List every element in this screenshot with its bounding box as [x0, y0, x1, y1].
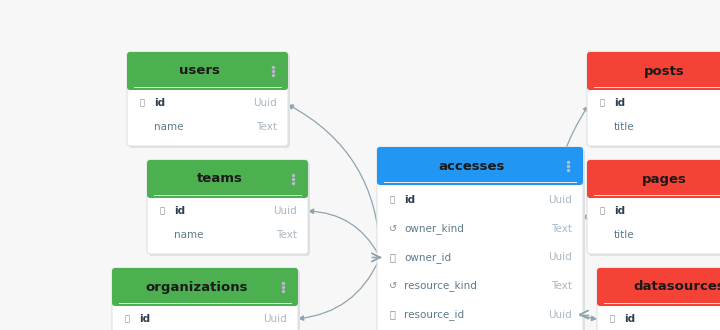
Text: Text: Text — [276, 230, 297, 240]
FancyBboxPatch shape — [114, 270, 300, 330]
Text: Uuid: Uuid — [274, 206, 297, 216]
Text: Uuid: Uuid — [548, 310, 572, 319]
Text: teams: teams — [197, 173, 243, 185]
Text: ⚿: ⚿ — [390, 196, 395, 205]
Text: id: id — [614, 98, 625, 108]
Bar — [600, 287, 720, 304]
FancyBboxPatch shape — [597, 268, 720, 306]
Text: datasources: datasources — [634, 280, 720, 293]
Text: posts: posts — [644, 64, 685, 78]
Text: id: id — [154, 98, 165, 108]
Text: ⚿: ⚿ — [160, 207, 165, 215]
Text: ↺: ↺ — [389, 281, 397, 291]
FancyBboxPatch shape — [599, 270, 720, 330]
FancyBboxPatch shape — [379, 149, 585, 330]
Text: name: name — [174, 230, 204, 240]
FancyBboxPatch shape — [149, 162, 310, 256]
Text: ⚿: ⚿ — [125, 314, 130, 323]
FancyBboxPatch shape — [129, 54, 290, 148]
Text: organizations: organizations — [145, 280, 248, 293]
FancyBboxPatch shape — [587, 52, 720, 146]
Bar — [115, 287, 295, 304]
FancyBboxPatch shape — [597, 268, 720, 330]
FancyBboxPatch shape — [377, 147, 583, 330]
FancyBboxPatch shape — [147, 160, 308, 254]
Text: Uuid: Uuid — [548, 195, 572, 205]
Bar — [590, 71, 720, 88]
Bar — [150, 179, 305, 196]
Text: ⧉: ⧉ — [390, 310, 396, 319]
Text: ↺: ↺ — [389, 224, 397, 234]
Text: Text: Text — [551, 281, 572, 291]
Text: owner_kind: owner_kind — [404, 223, 464, 234]
Text: ⚿: ⚿ — [140, 98, 145, 108]
FancyBboxPatch shape — [377, 147, 583, 185]
FancyBboxPatch shape — [127, 52, 288, 90]
Text: title: title — [614, 122, 634, 132]
Text: ⧉: ⧉ — [390, 252, 396, 262]
FancyBboxPatch shape — [147, 160, 308, 198]
Text: owner_id: owner_id — [404, 252, 451, 263]
Text: accesses: accesses — [438, 159, 505, 173]
Text: id: id — [139, 314, 150, 324]
Text: id: id — [174, 206, 185, 216]
FancyBboxPatch shape — [587, 52, 720, 90]
Text: Uuid: Uuid — [253, 98, 277, 108]
Text: id: id — [614, 206, 625, 216]
Text: name: name — [154, 122, 184, 132]
FancyBboxPatch shape — [587, 160, 720, 198]
FancyBboxPatch shape — [127, 52, 288, 146]
FancyBboxPatch shape — [112, 268, 298, 330]
Text: Uuid: Uuid — [264, 314, 287, 324]
Bar — [130, 71, 285, 88]
Text: resource_kind: resource_kind — [404, 280, 477, 291]
Bar — [380, 166, 580, 183]
Text: Text: Text — [551, 224, 572, 234]
FancyBboxPatch shape — [589, 162, 720, 256]
FancyBboxPatch shape — [112, 268, 298, 306]
Text: users: users — [179, 64, 220, 78]
Text: Text: Text — [256, 122, 277, 132]
Text: ⚿: ⚿ — [600, 98, 605, 108]
FancyBboxPatch shape — [587, 160, 720, 254]
Text: title: title — [614, 230, 634, 240]
FancyBboxPatch shape — [589, 54, 720, 148]
Text: Uuid: Uuid — [548, 252, 572, 262]
Text: ⚿: ⚿ — [610, 314, 615, 323]
Text: id: id — [624, 314, 635, 324]
Text: resource_id: resource_id — [404, 309, 464, 320]
Bar — [590, 179, 720, 196]
Text: id: id — [404, 195, 415, 205]
Text: ⚿: ⚿ — [600, 207, 605, 215]
Text: pages: pages — [642, 173, 687, 185]
